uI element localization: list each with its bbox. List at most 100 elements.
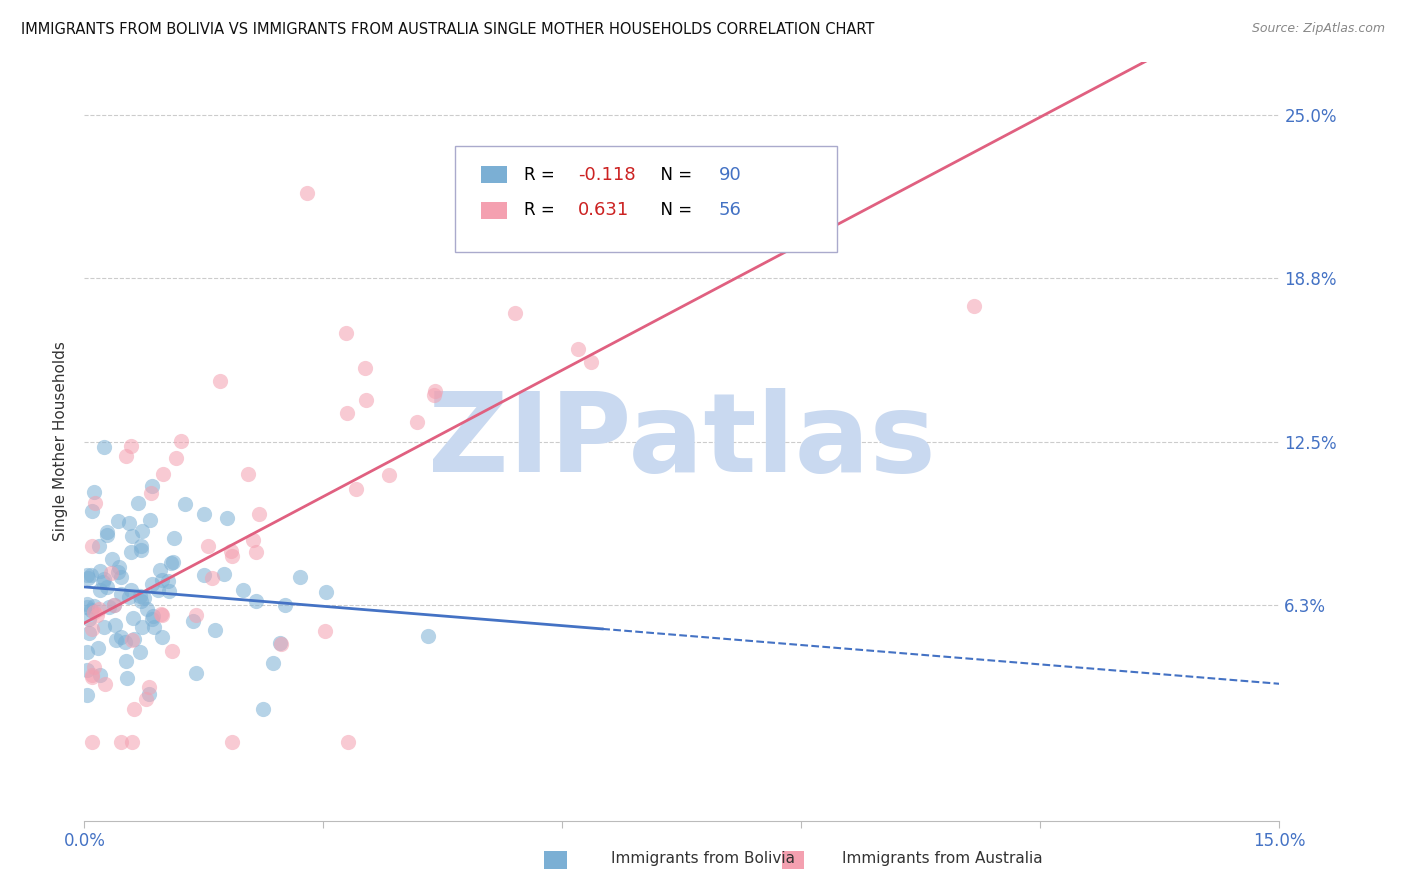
Point xyxy=(120,440,142,454)
Point xyxy=(162,555,184,569)
Text: R =: R = xyxy=(524,166,560,184)
Point xyxy=(236,467,259,481)
Point xyxy=(170,434,193,448)
Point xyxy=(118,516,141,530)
Text: ZIPatlas: ZIPatlas xyxy=(427,388,936,495)
Point xyxy=(274,599,297,613)
Point xyxy=(122,632,145,646)
Point xyxy=(96,528,118,542)
Point xyxy=(353,360,375,375)
Point xyxy=(89,564,111,578)
Point xyxy=(89,583,111,598)
Text: Immigrants from Bolivia: Immigrants from Bolivia xyxy=(612,851,794,865)
Point xyxy=(86,641,108,656)
Point xyxy=(242,533,264,547)
Point xyxy=(245,544,267,558)
Point xyxy=(77,571,100,585)
Y-axis label: Single Mother Households: Single Mother Households xyxy=(53,342,69,541)
Point xyxy=(127,496,149,510)
Point xyxy=(104,632,127,647)
Point xyxy=(173,497,195,511)
Point xyxy=(186,608,208,623)
Point xyxy=(344,482,367,496)
Point xyxy=(270,637,292,651)
Point xyxy=(406,415,429,429)
Point xyxy=(146,583,169,598)
Point xyxy=(96,581,118,595)
Point xyxy=(79,602,101,616)
Point xyxy=(315,585,337,599)
Point xyxy=(76,688,98,702)
Point xyxy=(89,667,111,681)
Point xyxy=(503,306,526,320)
Point xyxy=(82,668,104,682)
Point xyxy=(142,620,165,634)
Point xyxy=(423,384,446,398)
FancyBboxPatch shape xyxy=(481,166,508,183)
Point xyxy=(135,692,157,706)
Point xyxy=(142,609,165,624)
Point xyxy=(82,504,104,518)
Point xyxy=(163,532,186,546)
Text: -0.118: -0.118 xyxy=(578,166,636,184)
Point xyxy=(269,636,291,650)
Point xyxy=(84,495,107,509)
Point xyxy=(141,612,163,626)
Point xyxy=(93,572,115,586)
Text: IMMIGRANTS FROM BOLIVIA VS IMMIGRANTS FROM AUSTRALIA SINGLE MOTHER HOUSEHOLDS CO: IMMIGRANTS FROM BOLIVIA VS IMMIGRANTS FR… xyxy=(21,22,875,37)
Point xyxy=(160,557,183,571)
Point xyxy=(132,591,155,606)
Point xyxy=(114,654,136,668)
Point xyxy=(86,607,108,622)
Point xyxy=(245,594,267,608)
Point xyxy=(141,576,163,591)
Text: Immigrants from Australia: Immigrants from Australia xyxy=(842,851,1042,865)
Point xyxy=(193,508,215,522)
Point xyxy=(82,623,104,637)
Point xyxy=(83,660,105,674)
Point xyxy=(76,568,98,582)
Point xyxy=(288,570,311,584)
Point xyxy=(103,599,125,613)
Point xyxy=(214,566,236,581)
Point xyxy=(114,449,136,463)
Point xyxy=(101,552,124,566)
Point xyxy=(181,614,204,628)
Point xyxy=(131,524,153,538)
Point xyxy=(336,406,359,420)
Point xyxy=(77,612,100,626)
Point xyxy=(122,611,145,625)
Point xyxy=(115,672,138,686)
Point xyxy=(149,607,172,621)
Point xyxy=(77,625,100,640)
Text: N =: N = xyxy=(650,202,697,219)
Point xyxy=(103,598,125,612)
Point xyxy=(138,513,160,527)
Text: N =: N = xyxy=(650,166,697,184)
Point xyxy=(184,666,207,681)
Point xyxy=(110,735,132,749)
Point xyxy=(121,633,143,648)
Point xyxy=(160,644,183,658)
Point xyxy=(114,635,136,649)
Point xyxy=(82,539,104,553)
Point xyxy=(97,599,120,614)
Point xyxy=(165,451,187,466)
Point xyxy=(83,599,105,613)
Point xyxy=(139,486,162,500)
Text: Source: ZipAtlas.com: Source: ZipAtlas.com xyxy=(1251,22,1385,36)
Point xyxy=(335,326,357,340)
Point xyxy=(221,735,243,749)
Point xyxy=(83,605,105,619)
Point xyxy=(129,593,152,607)
Point xyxy=(356,392,378,407)
FancyBboxPatch shape xyxy=(456,145,838,252)
Point xyxy=(567,342,589,356)
Point xyxy=(141,479,163,493)
Point xyxy=(76,597,98,611)
Text: 0.631: 0.631 xyxy=(578,202,630,219)
Point xyxy=(219,544,242,558)
Point xyxy=(129,590,152,604)
Point xyxy=(118,591,141,605)
Point xyxy=(121,735,143,749)
